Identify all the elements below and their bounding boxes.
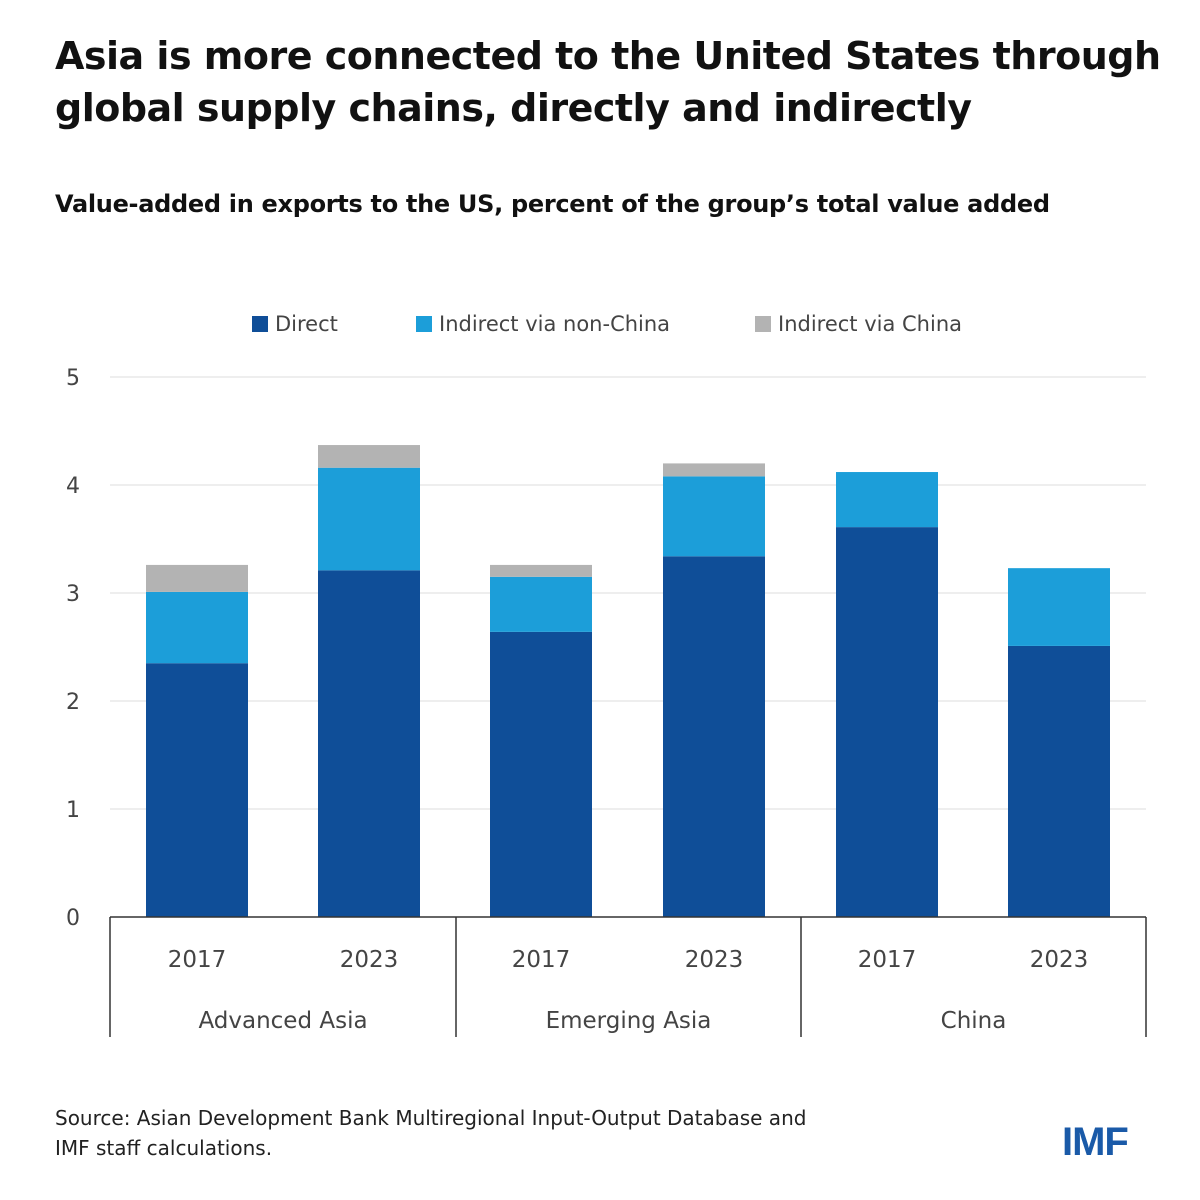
group-label: Emerging Asia — [546, 1008, 712, 1034]
bar-segment — [146, 663, 248, 917]
bar-segment — [836, 472, 938, 528]
legend-label: Indirect via non-China — [439, 312, 670, 336]
x-tick-label: 2023 — [685, 947, 744, 973]
bar-segment — [318, 570, 420, 917]
x-tick-label: 2023 — [1030, 947, 1089, 973]
y-tick-label: 4 — [66, 474, 80, 499]
group-label: Advanced Asia — [198, 1008, 367, 1034]
y-tick-label: 1 — [66, 798, 80, 823]
bar-segment — [490, 564, 592, 577]
bar-segment — [146, 564, 248, 592]
bar-segment — [1008, 568, 1110, 646]
bar-segment — [1008, 645, 1110, 917]
bar-segment — [663, 463, 765, 477]
y-tick-label: 5 — [66, 366, 80, 391]
legend-swatch — [416, 316, 432, 332]
chart-title: Asia is more connected to the United Sta… — [55, 34, 1161, 130]
legend-swatch — [755, 316, 771, 332]
y-tick-label: 3 — [66, 582, 80, 607]
y-tick-label: 0 — [66, 906, 80, 931]
x-tick-label: 2017 — [512, 947, 571, 973]
legend-swatch — [252, 316, 268, 332]
chart-subtitle: Value-added in exports to the US, percen… — [55, 190, 1050, 218]
y-tick-label: 2 — [66, 690, 80, 715]
bar-segment — [490, 576, 592, 632]
x-tick-label: 2017 — [168, 947, 227, 973]
group-label: China — [941, 1008, 1007, 1034]
bar-segment — [318, 445, 420, 468]
imf-logo: IMF — [1062, 1120, 1129, 1164]
source-note: Source: Asian Development Bank Multiregi… — [55, 1106, 807, 1160]
legend-label: Indirect via China — [778, 312, 962, 336]
legend-label: Direct — [275, 312, 338, 336]
bar-segment — [836, 527, 938, 917]
x-tick-label: 2017 — [858, 947, 917, 973]
x-tick-label: 2023 — [340, 947, 399, 973]
stacked-bar-chart: 0 1 2 3 4 5 Direct Indirect via non-China Indire… — [66, 312, 1147, 1037]
bar-segment — [663, 556, 765, 917]
bar-segment — [318, 467, 420, 571]
bar-segment — [490, 631, 592, 917]
bar-segment — [146, 591, 248, 664]
bar-segment — [663, 476, 765, 557]
